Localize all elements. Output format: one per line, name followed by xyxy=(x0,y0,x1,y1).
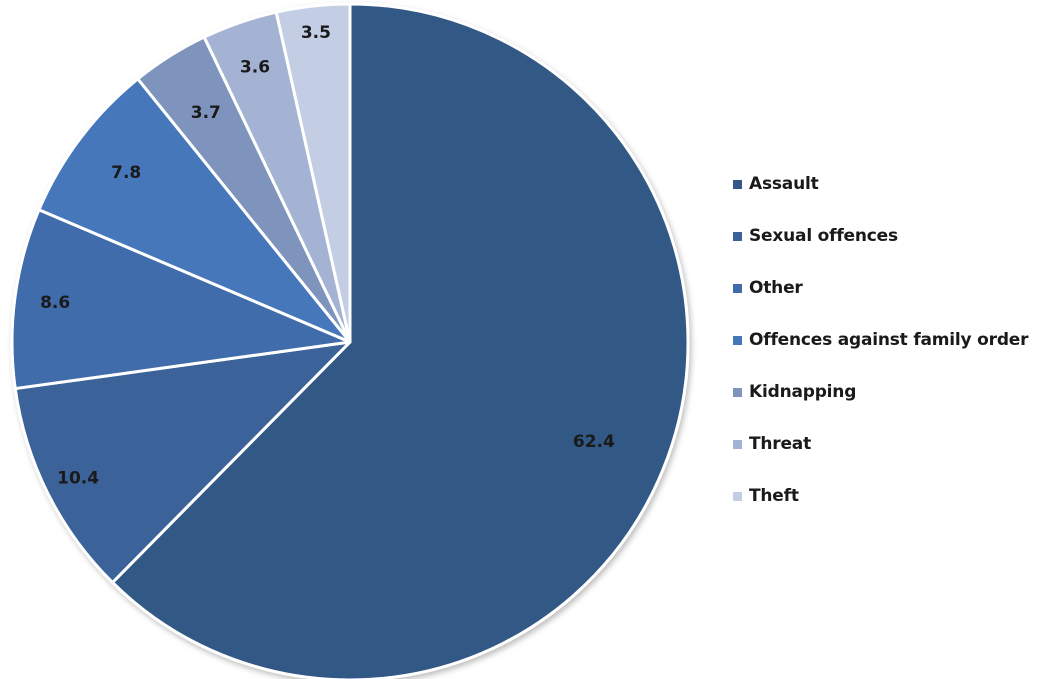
data-label-other: 8.6 xyxy=(40,293,70,313)
legend-label: Kidnapping xyxy=(749,382,857,402)
data-label-offences-against-family-order: 7.8 xyxy=(111,163,141,183)
pie-data-labels: 62.4 10.4 8.6 7.8 3.7 3.6 3.5 xyxy=(40,23,615,488)
legend-item-kidnapping: Kidnapping xyxy=(733,366,1028,418)
legend-swatch xyxy=(733,439,742,449)
legend-label: Other xyxy=(749,278,803,298)
legend-item-offences-against-family-order: Offences against family order xyxy=(733,314,1029,366)
pie-slice-assault xyxy=(111,2,690,679)
pie-slice-theft xyxy=(274,2,352,344)
legend-item-other: Other xyxy=(733,262,1028,314)
legend-item-assault: Assault xyxy=(733,158,1028,210)
legend-swatch xyxy=(733,179,742,189)
legend-swatch xyxy=(733,335,742,345)
data-label-theft: 3.5 xyxy=(301,23,331,43)
legend: Assault Sexual offences Other Offences agai… xyxy=(733,158,1029,522)
legend-label: Assault xyxy=(749,174,819,194)
data-label-assault: 62.4 xyxy=(573,432,615,452)
pie-slice-sexual-offences xyxy=(13,340,352,584)
legend-swatch xyxy=(733,283,742,293)
legend-label: Threat xyxy=(749,434,812,454)
legend-swatch xyxy=(733,491,742,501)
legend-swatch xyxy=(733,231,742,241)
pie-slices xyxy=(10,2,690,679)
data-label-sexual-offences: 10.4 xyxy=(57,468,99,488)
legend-item-sexual-offences: Sexual offences xyxy=(733,210,1028,262)
legend-label: Offences against family order xyxy=(749,330,1029,350)
legend-item-theft: Theft xyxy=(733,470,1028,522)
legend-label: Sexual offences xyxy=(749,226,898,246)
legend-swatch xyxy=(733,387,742,397)
data-label-threat: 3.6 xyxy=(240,57,270,77)
pie-slice-offences-against-family-order xyxy=(37,77,352,344)
legend-item-threat: Threat xyxy=(733,418,1028,470)
pie-slice-other xyxy=(10,208,352,391)
legend-label: Theft xyxy=(749,486,799,506)
data-label-kidnapping: 3.7 xyxy=(191,103,221,123)
